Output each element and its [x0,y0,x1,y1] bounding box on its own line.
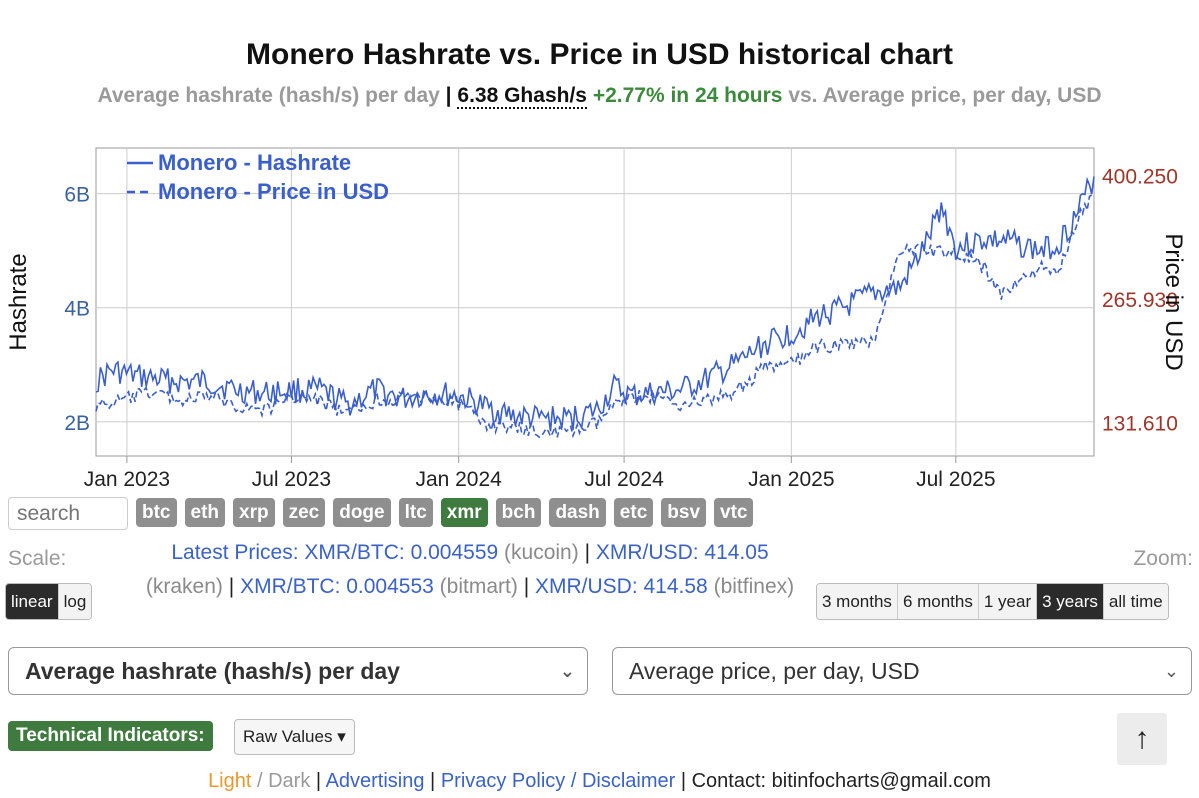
chart-subtitle: Average hashrate (hash/s) per day | 6.38… [0,84,1199,109]
latest-prices: Latest Prices: XMR/BTC: 0.004559 (kucoin… [130,536,810,604]
x-tick-label: Jul 2025 [916,468,995,491]
footer-separator: | [424,770,441,792]
right-metric-select[interactable]: Average price, per day, USD ⌄ [612,647,1192,695]
footer-separator: | [675,770,692,792]
left-metric-value: Average hashrate (hash/s) per day [25,658,400,684]
coin-tab-xrp[interactable]: xrp [233,498,275,527]
theme-light-link[interactable]: Light [208,770,252,792]
legend-entry: Monero - Hashrate [158,150,351,175]
scale-option-log[interactable]: log [58,584,92,619]
x-tick-label: Jan 2023 [84,468,170,491]
coin-tab-bch[interactable]: bch [495,498,542,527]
left-metric-select[interactable]: Average hashrate (hash/s) per day ⌄ [8,647,588,695]
price-separator: | [584,541,591,564]
x-tick-label: Jan 2025 [748,468,834,491]
advertising-link[interactable]: Advertising [325,770,425,792]
y-left-tick-label: 6B [64,184,90,207]
legend-entry: Monero - Price in USD [158,179,389,204]
chart-series [95,176,1095,439]
footer-separator: | [310,770,326,792]
theme-dark-link[interactable]: Dark [268,770,311,792]
plot-frame [95,147,1095,457]
zoom-label: Zoom: [1133,547,1193,570]
zoom-option-1-year[interactable]: 1 year [978,584,1038,619]
price-source: (bitmart) [439,575,518,598]
subtitle-separator: | [445,84,452,107]
price-separator: | [523,575,530,598]
chart-legend: Monero - Hashrate Monero - Price in USD [127,150,389,204]
y-right-tick-label: 400.250 [1102,165,1178,188]
coin-tab-ltc[interactable]: ltc [398,498,433,527]
zoom-option-all-time[interactable]: all time [1103,584,1168,619]
price-series-line [95,193,1095,439]
coin-tab-btc[interactable]: btc [136,498,177,527]
theme-separator: / [251,770,269,792]
right-metric-value: Average price, per day, USD [629,658,920,684]
coin-tab-vtc[interactable]: vtc [714,498,754,527]
y-left-tick-label: 4B [64,298,90,321]
y-left-tick-label: 2B [64,412,90,435]
page-title: Monero Hashrate vs. Price in USD histori… [246,38,953,71]
contact-text: Contact: bitinfocharts@gmail.com [691,770,991,792]
subtitle-right: vs. Average price, per day, USD [788,84,1102,107]
zoom-option-3-months[interactable]: 3 months [817,584,898,619]
price-source: (kraken) [145,575,223,598]
technical-indicators-dropdown[interactable]: Raw Values ▾ [234,719,355,755]
chevron-down-icon: ⌄ [559,661,575,681]
price-link[interactable]: XMR/BTC: 0.004559 [304,541,499,564]
zoom-option-3-years[interactable]: 3 years [1037,584,1104,619]
x-tick-label: Jul 2023 [252,468,331,491]
scroll-top-button[interactable]: ↑ [1117,713,1167,765]
search-input[interactable] [8,497,128,530]
x-tick-label: Jul 2024 [584,468,664,491]
price-link[interactable]: XMR/USD: 414.58 [535,575,708,598]
zoom-toggle: 3 months 6 months 1 year 3 years all time [816,583,1169,620]
subtitle-left: Average hashrate (hash/s) per day [97,84,440,107]
y-right-tick-label: 265.930 [1102,289,1178,312]
hashrate-price-chart[interactable]: Jan 2023 Jul 2023 Jan 2024 Jul 2024 Jan 2025… [0,140,1199,496]
caret-down-icon: ▾ [337,727,346,746]
chart-axes: Jan 2023 Jul 2023 Jan 2024 Jul 2024 Jan 2025… [5,165,1187,491]
coin-tab-dash[interactable]: dash [549,498,606,527]
y-right-tick-label: 131.610 [1102,412,1178,435]
prices-label: Latest Prices: [171,541,299,564]
footer: Light / Dark | Advertising | Privacy Pol… [0,770,1199,793]
coin-tab-bsv[interactable]: bsv [661,498,707,527]
price-separator: | [228,575,235,598]
price-link[interactable]: XMR/BTC: 0.004553 [240,575,434,598]
y-left-axis-label: Hashrate [5,253,32,350]
indicator-value: Raw Values [243,727,333,746]
y-right-axis-label: Price in USD [1160,233,1187,370]
price-source: (kucoin) [504,541,579,564]
coin-tab-eth[interactable]: eth [184,498,225,527]
scale-option-linear[interactable]: linear [6,584,59,619]
chevron-down-icon: ⌄ [1163,661,1179,681]
zoom-option-6-months[interactable]: 6 months [897,584,979,619]
x-tick-label: Jan 2024 [415,468,502,491]
coin-tab-doge[interactable]: doge [333,498,391,527]
coin-tabs: btc eth xrp zec doge ltc xmr bch dash etc bsv vtc [136,498,754,527]
price-source: (bitfinex) [713,575,795,598]
technical-indicators-label: Technical Indicators: [8,721,213,751]
scale-label: Scale: [8,547,67,570]
hashrate-change: +2.77% in 24 hours [592,84,783,107]
price-link[interactable]: XMR/USD: 414.05 [595,541,769,564]
privacy-link[interactable]: Privacy Policy / Disclaimer [440,770,676,792]
current-hashrate[interactable]: 6.38 Ghash/s [457,84,587,109]
coin-tab-etc[interactable]: etc [613,498,654,527]
hashrate-series-line [95,176,1095,432]
coin-tab-zec[interactable]: zec [282,498,326,527]
coin-tab-xmr[interactable]: xmr [440,498,488,527]
scale-toggle: linear log [5,583,93,620]
chart-grid [95,147,1095,457]
